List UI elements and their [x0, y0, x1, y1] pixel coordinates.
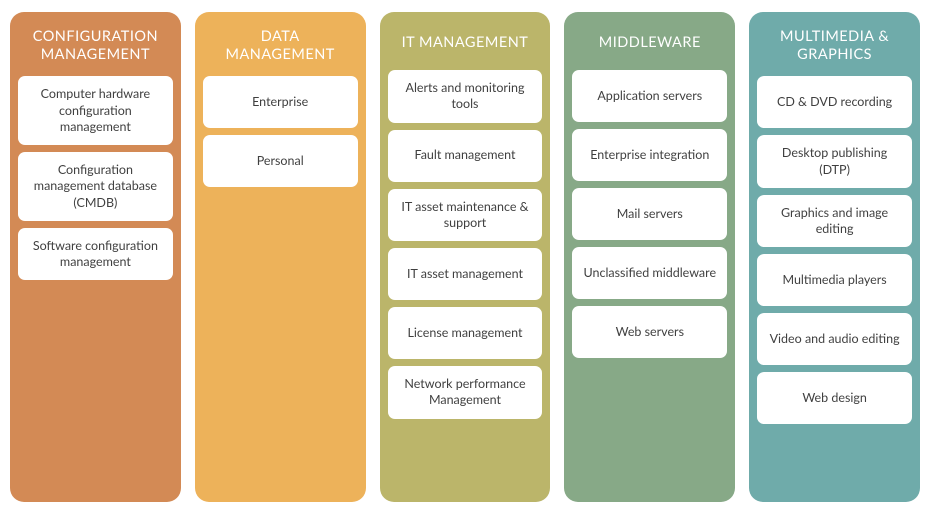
- category-column: MIDDLEWAREApplication servers Enterprise …: [564, 12, 735, 502]
- category-column: DATA MANAGEMENTEnterprise Personal: [195, 12, 366, 502]
- category-item[interactable]: Multimedia players: [757, 254, 912, 306]
- category-item[interactable]: Computer hardware configuration manageme…: [18, 76, 173, 145]
- category-item[interactable]: IT asset maintenance & support: [388, 189, 543, 242]
- category-items: Computer hardware configuration manageme…: [18, 76, 173, 280]
- category-item[interactable]: Desktop publishing (DTP): [757, 135, 912, 188]
- category-items: Alerts and monitoring tools Fault managem…: [388, 70, 543, 419]
- category-item[interactable]: Software configuration management: [18, 228, 173, 281]
- category-item[interactable]: Unclassified middleware: [572, 247, 727, 299]
- category-title: IT MANAGEMENT: [388, 22, 543, 70]
- category-item[interactable]: Enterprise: [203, 76, 358, 128]
- category-title: MIDDLEWARE: [572, 22, 727, 70]
- category-items: Application servers Enterprise integratio…: [572, 70, 727, 358]
- category-item[interactable]: Network performance Management: [388, 366, 543, 419]
- category-item[interactable]: CD & DVD recording: [757, 76, 912, 128]
- category-item[interactable]: Mail servers: [572, 188, 727, 240]
- category-item[interactable]: Configuration management database (CMDB): [18, 152, 173, 221]
- category-item[interactable]: Application servers: [572, 70, 727, 122]
- category-columns: CONFIGURATION MANAGEMENTComputer hardwar…: [10, 12, 920, 502]
- category-item[interactable]: Alerts and monitoring tools: [388, 70, 543, 123]
- category-item[interactable]: Personal: [203, 135, 358, 187]
- category-title: MULTIMEDIA & GRAPHICS: [757, 22, 912, 76]
- category-title: CONFIGURATION MANAGEMENT: [18, 22, 173, 76]
- category-column: MULTIMEDIA & GRAPHICSCD & DVD recording D…: [749, 12, 920, 502]
- category-item[interactable]: Video and audio editing: [757, 313, 912, 365]
- category-item[interactable]: IT asset management: [388, 248, 543, 300]
- category-items: Enterprise Personal: [203, 76, 358, 187]
- category-item[interactable]: Web design: [757, 372, 912, 424]
- category-item[interactable]: Fault management: [388, 130, 543, 182]
- category-item[interactable]: Enterprise integration: [572, 129, 727, 181]
- category-item[interactable]: Graphics and image editing: [757, 195, 912, 248]
- category-items: CD & DVD recording Desktop publishing (DT…: [757, 76, 912, 424]
- category-column: CONFIGURATION MANAGEMENTComputer hardwar…: [10, 12, 181, 502]
- category-title: DATA MANAGEMENT: [203, 22, 358, 76]
- category-item[interactable]: License management: [388, 307, 543, 359]
- category-item[interactable]: Web servers: [572, 306, 727, 358]
- category-column: IT MANAGEMENTAlerts and monitoring tools…: [380, 12, 551, 502]
